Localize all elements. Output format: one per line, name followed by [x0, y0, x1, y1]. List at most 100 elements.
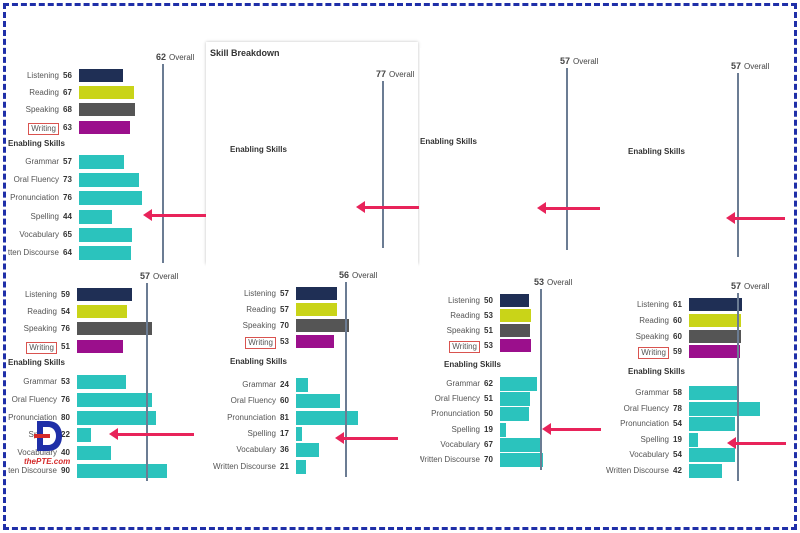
panel-title: Skill Breakdown — [210, 48, 280, 58]
enabling-label-grammar: Grammar — [635, 388, 669, 397]
skill-bar-listening — [689, 298, 743, 311]
logo-mark-icon — [34, 421, 62, 451]
enabling-label-vocabulary: Vocabulary — [236, 445, 276, 455]
skill-score-reading: 60 — [673, 316, 682, 325]
enabling-bar-pronunciation — [296, 410, 359, 425]
enabling-score-oral-fluency: 51 — [484, 394, 493, 404]
spelling-pointer-arrow — [356, 201, 419, 213]
enabling-score-vocabulary: 65 — [63, 229, 72, 239]
overall-score-value: 53 — [534, 277, 545, 287]
enabling-label-pronunciation: Pronunciation — [620, 419, 669, 429]
overall-score-label: 53 Overall — [534, 277, 572, 287]
enabling-score-pronunciation: 54 — [673, 419, 682, 429]
skill-score-listening: 61 — [673, 300, 682, 309]
skill-panel-7: 53 Overall Listening 50 Reading 53 Speaking 51 W… — [420, 270, 600, 486]
enabling-label-spelling: Spelling — [640, 434, 669, 444]
overall-score-line — [737, 293, 739, 481]
enabling-bar-pronunciation — [77, 410, 157, 425]
skill-bar-listening — [296, 287, 338, 300]
overall-score-line — [345, 282, 347, 477]
skill-bar-speaking — [79, 103, 135, 116]
overall-score-label: 57 Overall — [560, 56, 598, 66]
enabling-label-written-discourse: Written Discourse — [8, 466, 57, 475]
enabling-score-vocabulary: 40 — [61, 448, 70, 458]
skill-score-listening: 57 — [280, 289, 289, 298]
overall-score-value: 57 — [731, 61, 742, 71]
enabling-bar-pronunciation — [79, 191, 143, 206]
enabling-score-oral-fluency: 78 — [673, 403, 682, 413]
spelling-pointer-arrow — [109, 428, 194, 440]
overall-score-text: Overall — [169, 53, 195, 62]
skill-label-listening: Listening — [447, 296, 480, 305]
enabling-label-grammar: Grammar — [23, 377, 57, 386]
enabling-score-spelling: 19 — [484, 424, 493, 434]
overall-score-value: 57 — [140, 271, 151, 281]
skill-panel-5: 57 Overall Listening 59 Reading 54 Speaking 76 W… — [8, 264, 204, 490]
enabling-label-pronunciation: Pronunciation — [8, 412, 57, 422]
enabling-label-oral-fluency: Oral Fluency — [11, 394, 57, 404]
skill-score-writing: 59 — [673, 347, 682, 356]
enabling-bar-oral-fluency — [79, 173, 140, 188]
enabling-bar-spelling — [77, 428, 91, 443]
enabling-bar-oral-fluency — [689, 401, 760, 416]
enabling-bar-written-discourse — [79, 246, 131, 260]
skill-label-listening: Listening — [243, 289, 276, 298]
enabling-score-written-discourse: 70 — [484, 455, 493, 464]
overall-score-value: 57 — [560, 56, 571, 66]
enabling-bar-grammar — [79, 155, 125, 169]
skill-score-listening: 56 — [63, 71, 72, 80]
enabling-skills-heading: Enabling Skills — [230, 145, 287, 154]
enabling-score-vocabulary: 67 — [484, 439, 493, 449]
skill-score-reading: 53 — [484, 311, 493, 320]
enabling-score-pronunciation: 76 — [63, 193, 72, 203]
enabling-skills-heading: Enabling Skills — [444, 360, 501, 369]
enabling-label-oral-fluency: Oral Fluency — [434, 394, 480, 404]
skill-label-writing: Writing — [638, 347, 669, 359]
skill-bar-writing — [500, 339, 531, 352]
skill-bar-speaking — [296, 319, 349, 332]
spelling-pointer-arrow — [537, 202, 600, 214]
dashed-frame — [3, 3, 797, 530]
skill-label-reading: Reading — [450, 311, 480, 320]
enabling-label-written-discourse: Written Discourse — [8, 248, 59, 257]
skill-label-writing: Writing — [28, 123, 59, 135]
enabling-score-grammar: 53 — [61, 377, 70, 386]
enabling-skills-heading: Enabling Skills — [8, 358, 65, 367]
skill-score-writing: 53 — [484, 341, 493, 350]
enabling-label-vocabulary: Vocabulary — [19, 229, 59, 239]
skill-panel-2: Skill Breakdown77OverallListening76Readi… — [206, 42, 418, 264]
overall-score-line — [162, 64, 164, 263]
overall-score-label: 57 Overall — [140, 271, 178, 281]
skill-bar-reading — [689, 314, 741, 327]
overall-score-label: 56 Overall — [339, 270, 377, 280]
enabling-bar-written-discourse — [77, 464, 168, 478]
enabling-skills-heading: Enabling Skills — [8, 139, 65, 148]
enabling-skills-heading: Enabling Skills — [420, 137, 477, 146]
enabling-score-written-discourse: 21 — [280, 461, 289, 471]
skill-bar-writing — [689, 345, 740, 358]
skill-label-writing: Writing — [449, 341, 480, 353]
skill-bar-reading — [79, 86, 134, 99]
skill-score-writing: 63 — [63, 123, 72, 132]
skill-score-listening: 59 — [61, 290, 70, 299]
skill-label-writing: Writing — [245, 337, 276, 349]
skill-bar-reading — [296, 303, 338, 316]
enabling-bar-pronunciation — [689, 417, 735, 432]
enabling-label-grammar: Grammar — [242, 380, 276, 389]
spelling-pointer-arrow — [143, 209, 206, 221]
overall-score-label: 57 Overall — [731, 61, 769, 71]
skill-label-reading: Reading — [29, 88, 59, 97]
skill-label-writing: Writing — [26, 342, 57, 354]
enabling-label-vocabulary: Vocabulary — [440, 439, 480, 449]
overall-score-value: 62 — [156, 52, 167, 62]
enabling-score-grammar: 24 — [280, 380, 289, 389]
enabling-label-pronunciation: Pronunciation — [227, 412, 276, 422]
overall-score-value: 57 — [731, 281, 742, 291]
enabling-label-oral-fluency: Oral Fluency — [230, 396, 276, 406]
skill-label-speaking: Speaking — [446, 326, 480, 335]
enabling-label-grammar: Grammar — [25, 157, 59, 166]
enabling-bar-spelling — [500, 422, 507, 437]
enabling-bar-written-discourse — [500, 453, 544, 467]
skill-score-reading: 54 — [61, 307, 70, 316]
enabling-score-vocabulary: 54 — [673, 450, 682, 460]
